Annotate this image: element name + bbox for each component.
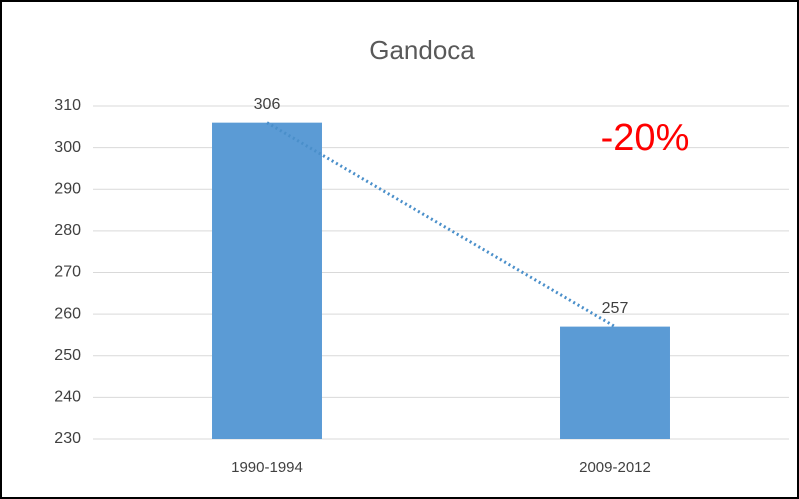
y-tick-label: 300 — [54, 139, 81, 156]
y-tick-label: 250 — [54, 347, 81, 364]
y-tick-label: 240 — [54, 389, 81, 406]
chart-title: Gandoca — [369, 35, 475, 65]
data-label: 306 — [254, 96, 281, 113]
y-tick-label: 280 — [54, 222, 81, 239]
x-tick-label: 2009-2012 — [579, 459, 651, 476]
y-tick-label: 230 — [54, 430, 81, 447]
y-tick-label: 260 — [54, 305, 81, 322]
bar — [212, 122, 322, 440]
trendline — [266, 121, 616, 328]
annotation: -20% — [601, 117, 690, 159]
data-label: 257 — [602, 300, 629, 317]
y-tick-label: 310 — [54, 97, 81, 114]
x-tick-label: 1990-1994 — [231, 459, 303, 476]
y-tick-label: 270 — [54, 264, 81, 281]
bar — [560, 326, 670, 439]
y-tick-label: 290 — [54, 180, 81, 197]
